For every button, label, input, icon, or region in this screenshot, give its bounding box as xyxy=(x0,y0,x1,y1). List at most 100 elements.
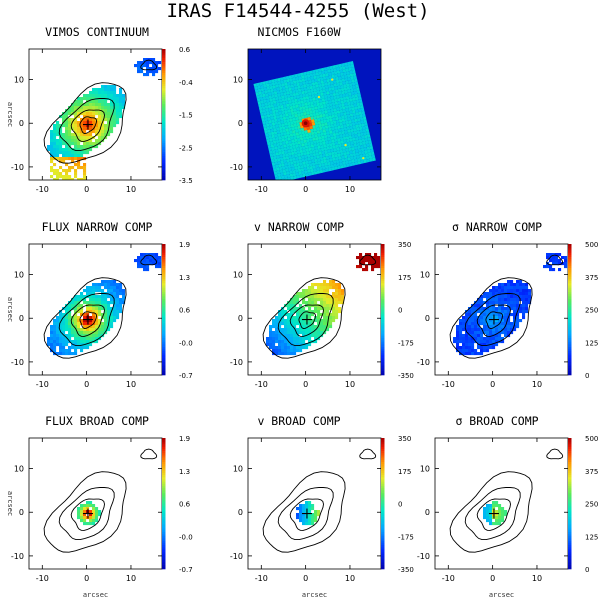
map-pixel xyxy=(116,298,120,302)
map-pixel xyxy=(287,307,291,311)
map-pixel xyxy=(269,328,273,332)
map-pixel xyxy=(323,289,327,293)
y-axis-label: arcsec xyxy=(6,491,14,516)
map-pixel xyxy=(305,343,309,347)
map-pixel xyxy=(549,253,553,257)
map-pixel xyxy=(65,175,69,179)
colorbar-step xyxy=(568,372,572,376)
colorbar-step xyxy=(162,252,166,256)
map-pixel xyxy=(519,289,523,293)
colorbar-step xyxy=(568,448,572,452)
map-pixel xyxy=(272,331,276,335)
map-pixel xyxy=(302,307,306,311)
map-pixel xyxy=(501,337,505,341)
map-pixel xyxy=(59,313,63,317)
colorbar-step xyxy=(568,457,572,461)
colorbar-step xyxy=(162,316,166,319)
map-pixel xyxy=(284,334,288,338)
map-pixel xyxy=(314,337,318,341)
map-pixel xyxy=(83,316,87,320)
map-pixel xyxy=(335,316,339,320)
map-pixel xyxy=(74,349,78,353)
contour-knot xyxy=(546,254,564,266)
map-pixel xyxy=(104,115,108,119)
colorbar-step xyxy=(568,490,572,493)
map-pixel xyxy=(95,325,99,329)
colorbar-step xyxy=(162,551,166,555)
map-pixel xyxy=(510,283,514,287)
map-pixel xyxy=(311,522,315,526)
map-pixel xyxy=(302,346,306,350)
colorbar-step xyxy=(381,276,385,280)
colorbar-label: -350 xyxy=(398,372,414,380)
map-pixel xyxy=(269,346,273,350)
map-pixel xyxy=(65,349,69,353)
map-pixel xyxy=(50,166,54,170)
map-pixel xyxy=(83,289,87,293)
map-pixel xyxy=(362,259,366,263)
map-pixel xyxy=(74,313,78,317)
colorbar-step xyxy=(568,453,572,456)
map-pixel xyxy=(489,504,493,508)
map-pixel xyxy=(468,328,472,332)
map-pixel xyxy=(483,507,487,511)
colorbar-step xyxy=(568,329,572,332)
map-pixel xyxy=(107,280,111,284)
map-pixel xyxy=(83,178,87,180)
map-pixel xyxy=(50,130,54,134)
map-pixel xyxy=(83,298,87,302)
colorbar-step xyxy=(162,110,166,113)
map-pixel xyxy=(113,316,117,320)
colorbar-step xyxy=(162,272,166,275)
map-pixel xyxy=(77,319,81,323)
map-pixel xyxy=(59,124,63,128)
map-pixel xyxy=(564,256,568,260)
colorbar-step xyxy=(162,49,166,52)
map-pixel xyxy=(495,319,499,323)
map-pixel xyxy=(74,328,78,332)
map-pixel xyxy=(483,337,487,341)
x-tick-label: -10 xyxy=(442,574,455,583)
map-pixel xyxy=(89,115,93,119)
map-pixel xyxy=(89,334,93,338)
map-pixel xyxy=(359,256,363,260)
map-pixel xyxy=(92,310,96,314)
map-pixel xyxy=(293,340,297,344)
map-pixel xyxy=(317,316,321,320)
map-pixel xyxy=(77,325,81,329)
map-pixel xyxy=(104,301,108,305)
map-pixel xyxy=(459,325,463,329)
map-pixel xyxy=(110,118,114,122)
colorbar-step xyxy=(381,536,385,539)
map-pixel xyxy=(338,298,342,302)
colorbar-step xyxy=(568,346,572,350)
map-pixel xyxy=(314,310,318,314)
colorbar-step xyxy=(381,320,385,323)
x-axis-label: arcsec xyxy=(302,591,327,597)
colorbar-step xyxy=(162,472,166,476)
map-pixel xyxy=(74,307,78,311)
map-pixel xyxy=(77,145,81,149)
map-pixel xyxy=(86,331,90,335)
map-pixel xyxy=(62,337,66,341)
map-pixel xyxy=(492,328,496,332)
colorbar-step xyxy=(568,475,572,478)
map-pixel xyxy=(134,64,138,68)
map-pixel xyxy=(495,340,499,344)
map-pixel xyxy=(80,304,84,308)
x-tick-label: -10 xyxy=(442,380,455,389)
colorbar-step xyxy=(568,442,572,445)
colorbar-step xyxy=(568,507,572,511)
map-pixel xyxy=(62,319,66,323)
map-pixel xyxy=(516,301,520,305)
map-pixel xyxy=(519,286,523,290)
map-pixel xyxy=(74,169,78,173)
map-pixel xyxy=(543,265,547,269)
map-pixel xyxy=(68,148,72,152)
colorbar-step xyxy=(568,472,572,476)
colorbar-step xyxy=(162,302,166,306)
map-pixel xyxy=(119,100,123,104)
map-pixel xyxy=(471,349,475,353)
map-pixel xyxy=(119,310,123,314)
colorbar-step xyxy=(162,90,166,93)
